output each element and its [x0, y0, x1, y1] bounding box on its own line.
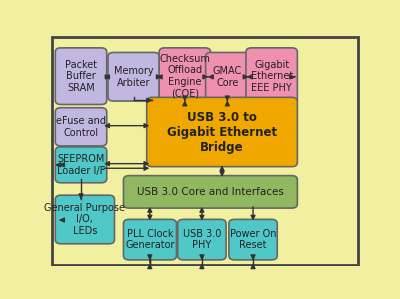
Text: SEEPROM
Loader I/F: SEEPROM Loader I/F — [57, 154, 105, 176]
Text: USB 3.0 Core and Interfaces: USB 3.0 Core and Interfaces — [137, 187, 284, 197]
FancyBboxPatch shape — [55, 195, 114, 244]
FancyBboxPatch shape — [178, 219, 226, 260]
Text: eFuse and
Control: eFuse and Control — [56, 116, 106, 138]
Text: Gigabit
Ethernet
EEE PHY: Gigabit Ethernet EEE PHY — [250, 60, 293, 93]
Text: Checksum
Offload
Engine
(COE): Checksum Offload Engine (COE) — [160, 54, 210, 99]
Text: PLL Clock
Generator: PLL Clock Generator — [125, 229, 175, 251]
FancyBboxPatch shape — [52, 37, 358, 265]
FancyBboxPatch shape — [159, 48, 210, 104]
FancyBboxPatch shape — [147, 97, 297, 167]
FancyBboxPatch shape — [206, 52, 249, 101]
FancyBboxPatch shape — [108, 52, 160, 101]
Text: Power On
Reset: Power On Reset — [230, 229, 276, 251]
Text: USB 3.0
PHY: USB 3.0 PHY — [183, 229, 221, 251]
Text: General Purpose
I/O,
LEDs: General Purpose I/O, LEDs — [44, 203, 125, 236]
FancyBboxPatch shape — [55, 48, 107, 104]
FancyBboxPatch shape — [55, 147, 107, 183]
FancyBboxPatch shape — [229, 219, 277, 260]
Text: USB 3.0 to
Gigabit Ethernet
Bridge: USB 3.0 to Gigabit Ethernet Bridge — [167, 111, 277, 153]
FancyBboxPatch shape — [55, 108, 107, 146]
FancyBboxPatch shape — [246, 48, 297, 104]
FancyBboxPatch shape — [124, 219, 176, 260]
Text: Memory
Arbiter: Memory Arbiter — [114, 66, 154, 88]
Text: GMAC
Core: GMAC Core — [213, 66, 242, 88]
FancyBboxPatch shape — [124, 176, 297, 208]
Text: Packet
Buffer
SRAM: Packet Buffer SRAM — [65, 60, 97, 93]
